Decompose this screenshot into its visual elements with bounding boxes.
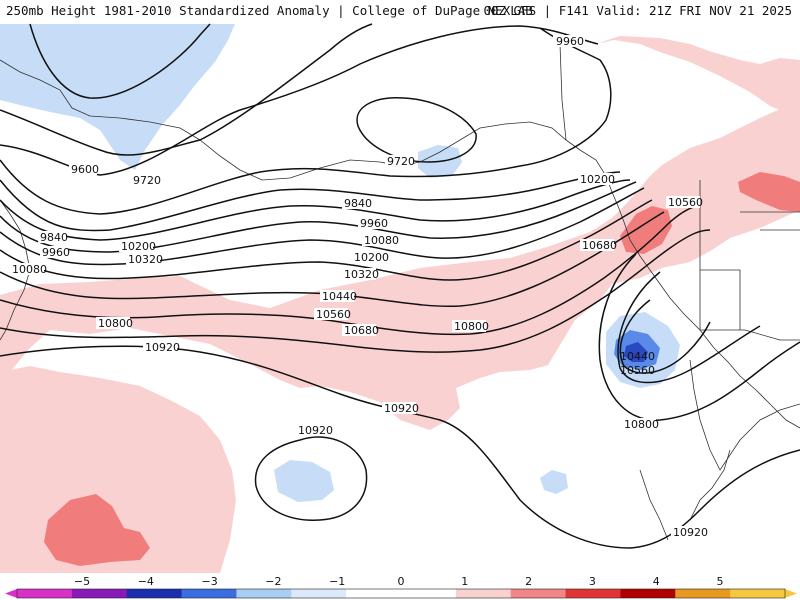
colorbar-segment (71, 589, 128, 598)
contour-label: 9960 (42, 246, 70, 259)
contour-label: 10080 (364, 234, 399, 247)
colorbar-tick-label: 5 (717, 575, 724, 588)
height-contours (0, 23, 800, 549)
colorbar-tick-label: −2 (265, 575, 281, 588)
model-run-info: 00Z GFS | F141 Valid: 21Z FRI NOV 21 202… (483, 3, 792, 18)
strong-positive-anomaly-shading (44, 172, 800, 566)
colorbar-tick-label: 1 (461, 575, 468, 588)
colorbar-tick-label: 4 (653, 575, 660, 588)
colorbar: −5 −4 −3 −2 −1 0 1 2 3 4 5 (5, 575, 797, 599)
colorbar-tick-label: 0 (398, 575, 405, 588)
colorbar-segment (401, 589, 457, 598)
product-title: 250mb Height 1981-2010 Standardized Anom… (6, 3, 533, 18)
contour-label: 10920 (673, 526, 708, 539)
strong-negative-anomaly-shading (614, 330, 660, 370)
colorbar-outline (16, 588, 786, 599)
colorbar-bar (5, 588, 797, 599)
contour-label: 10320 (128, 253, 163, 266)
contour-label: 10560 (668, 196, 703, 209)
contour-label: 9960 (556, 35, 584, 48)
colorbar-segment (510, 589, 567, 598)
colorbar-segment (675, 589, 731, 598)
contour-label: 10800 (624, 418, 659, 431)
colorbar-segment (730, 589, 786, 598)
colorbar-segment (565, 589, 621, 598)
contour-label: 9720 (133, 174, 161, 187)
colorbar-segment (346, 589, 402, 598)
coastlines (0, 43, 800, 541)
colorbar-segment (291, 589, 347, 598)
colorbar-segment (181, 589, 237, 598)
contour-label: 9840 (344, 197, 372, 210)
contour-label: 10800 (98, 317, 133, 330)
contour-label: 10200 (354, 251, 389, 264)
contour-label: 10080 (12, 263, 47, 276)
contour-labels: 9960 9600 9720 9720 9840 9840 9960 9960 … (10, 35, 708, 539)
contour-label: 10680 (582, 239, 617, 252)
colorbar-segment (455, 589, 512, 598)
contour-label: 9960 (360, 217, 388, 230)
contour-label: 9720 (387, 155, 415, 168)
contour-label: 10440 (322, 290, 357, 303)
contour-label: 10200 (121, 240, 156, 253)
contour-label: 9840 (40, 231, 68, 244)
colorbar-segment (620, 589, 676, 598)
contour-label: 10800 (454, 320, 489, 333)
colorbar-tick-label: −3 (201, 575, 217, 588)
contour-label: 10320 (344, 268, 379, 281)
contour-label: 10920 (145, 341, 180, 354)
contour-label: 10440 (620, 350, 655, 363)
colorbar-segment (236, 589, 292, 598)
anomaly-map: 9960 9600 9720 9720 9840 9840 9960 9960 … (0, 23, 800, 573)
contour-label: 10920 (384, 402, 419, 415)
contour-label: 10560 (316, 308, 351, 321)
colorbar-segment (126, 589, 183, 598)
colorbar-tick-label: −1 (329, 575, 345, 588)
colorbar-tick-label: 2 (525, 575, 532, 588)
colorbar-tick-label: −5 (74, 575, 90, 588)
contour-label: 9600 (71, 163, 99, 176)
colorbar-tick-label: 3 (589, 575, 596, 588)
contour-label: 10680 (344, 324, 379, 337)
colorbar-tick-labels: −5 −4 −3 −2 −1 0 1 2 3 4 5 (74, 575, 724, 598)
colorbar-tick-label: −4 (138, 575, 154, 588)
header-bar: 250mb Height 1981-2010 Standardized Anom… (0, 0, 800, 22)
colorbar-max-arrow (785, 589, 797, 598)
colorbar-min-arrow (5, 589, 17, 598)
contour-label: 10560 (620, 364, 655, 377)
colorbar-segment (17, 589, 73, 598)
contour-label: 10920 (298, 424, 333, 437)
contour-label: 10200 (580, 173, 615, 186)
